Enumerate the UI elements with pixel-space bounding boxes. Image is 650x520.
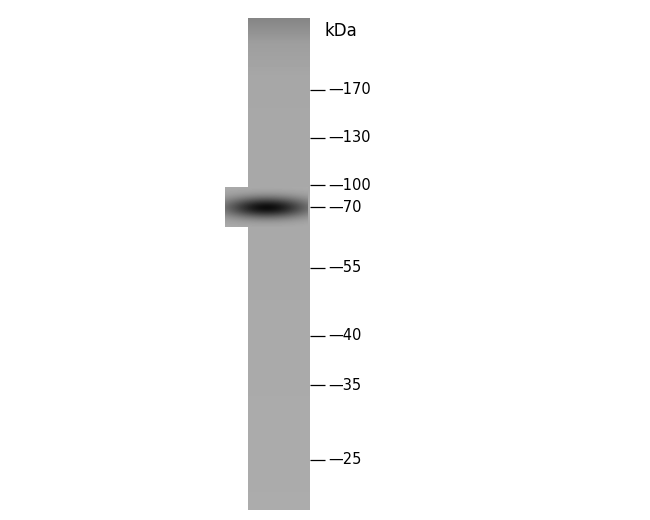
Text: —130: —130: [328, 131, 370, 146]
Text: —35: —35: [328, 378, 361, 393]
Text: —25: —25: [328, 452, 361, 467]
Text: —170: —170: [328, 83, 370, 98]
Text: —55: —55: [328, 261, 361, 276]
Text: —100: —100: [328, 177, 370, 192]
Text: —70: —70: [328, 200, 361, 214]
Text: —40: —40: [328, 329, 361, 344]
Text: kDa: kDa: [325, 22, 358, 40]
